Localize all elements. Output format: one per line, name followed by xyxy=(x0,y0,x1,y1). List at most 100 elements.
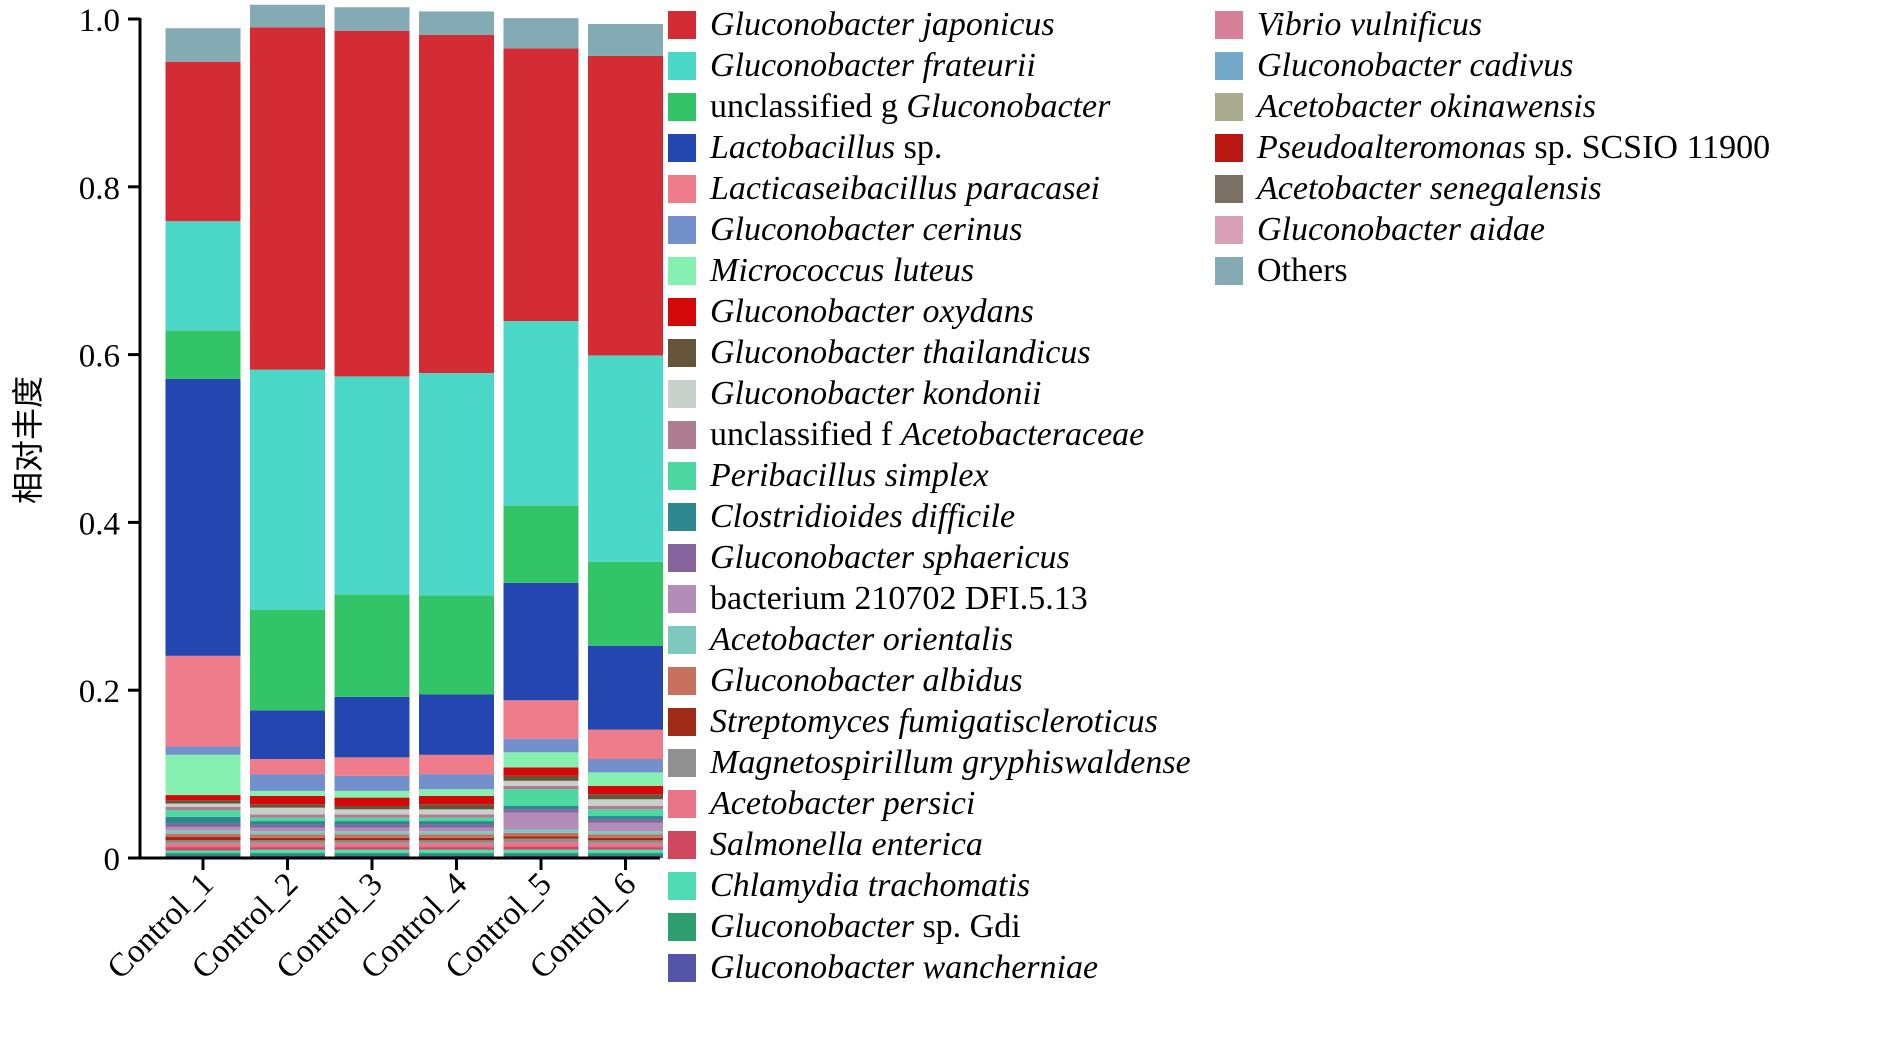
bar-segment-control-1-gluconobacter-frateurii xyxy=(165,221,241,331)
bar-segment-control-3-micrococcus-luteus xyxy=(334,790,410,798)
legend-swatch-unclassified-g-gluconobacter xyxy=(668,92,696,121)
bar-segment-control-3-acetobacter-persici xyxy=(334,843,410,848)
bar-segment-control-5-gluconobacter-thailandicus xyxy=(503,775,579,781)
legend-label-vibrio-vulnificus: Vibrio vulnificus xyxy=(1257,5,1483,43)
bar-segment-control-4-others xyxy=(419,11,494,35)
bar-segment-control-2-gluconobacter-frateurii xyxy=(250,369,325,610)
legend-label-unclassified-g-gluconobacter: unclassified g Gluconobacter xyxy=(710,87,1111,125)
bar-segment-control-2-streptomyces-fumigatiscleroticus xyxy=(250,837,325,841)
bar-segment-control-1-lacticaseibacillus-paracasei xyxy=(165,655,241,747)
bar-segment-control-1-unclassified-f-acetobacteraceae xyxy=(165,806,241,811)
bar-segment-control-3-gluconobacter-thailandicus xyxy=(334,805,410,810)
bar-segment-control-5-unclassified-f-acetobacteraceae xyxy=(503,785,579,790)
bar-segment-control-4-gluconobacter-kondonii xyxy=(419,809,494,815)
bar-segment-control-5-salmonella-enterica xyxy=(503,846,579,850)
legend-item-gluconobacter-cerinus: Gluconobacter cerinus xyxy=(668,209,1023,250)
bar-segment-control-4-unclassified-f-acetobacteraceae xyxy=(419,814,494,818)
bar-segment-control-5-chlamydia-trachomatis xyxy=(503,849,579,853)
bar-segment-control-2-gluconobacter-albidus xyxy=(250,834,325,838)
bar-segment-control-5-clostridioides-difficile xyxy=(503,805,579,810)
bar-segment-control-6-gluconobacter-oxydans xyxy=(588,785,663,795)
legend-swatch-chlamydia-trachomatis xyxy=(668,871,696,900)
bar-segment-control-5-gluconobacter-sphaericus xyxy=(503,809,579,813)
legend-label-others: Others xyxy=(1257,251,1348,289)
bar-segment-control-4-streptomyces-fumigatiscleroticus xyxy=(419,837,494,841)
legend-item-pseudoalteromonas-sp-scsio-11900: Pseudoalteromonas sp. SCSIO 11900 xyxy=(1215,127,1770,168)
legend-label-salmonella-enterica: Salmonella enterica xyxy=(710,825,983,863)
bar-segment-control-4-gluconobacter-cerinus xyxy=(419,774,494,790)
legend-swatch-lacticaseibacillus-paracasei xyxy=(668,174,696,203)
bar-segment-control-4-lacticaseibacillus-paracasei xyxy=(419,754,494,775)
bar-segment-control-6-gluconobacter-albidus xyxy=(588,834,663,838)
legend-swatch-pseudoalteromonas-sp-scsio-11900 xyxy=(1215,133,1243,162)
bar-segment-control-1-acetobacter-persici xyxy=(165,843,241,848)
legend-label-micrococcus-luteus: Micrococcus luteus xyxy=(710,251,975,289)
y-tick-label-0-8: 0.8 xyxy=(79,171,120,207)
bar-segment-control-6-others xyxy=(588,24,663,56)
bar-segment-control-4-acetobacter-orientalis xyxy=(419,831,494,835)
bar-segment-control-2-gluconobacter-sphaericus xyxy=(250,824,325,828)
legend-item-peribacillus-simplex: Peribacillus simplex xyxy=(668,455,989,496)
bar-segment-control-6-salmonella-enterica xyxy=(588,847,663,850)
bar-segment-control-2-chlamydia-trachomatis xyxy=(250,849,325,853)
bar-segment-control-6-micrococcus-luteus xyxy=(588,772,663,786)
bar-segment-control-4-bacterium-210702-dfi-5-13 xyxy=(419,827,494,832)
legend-label-acetobacter-persici: Acetobacter persici xyxy=(710,784,976,822)
legend-label-gluconobacter-albidus: Gluconobacter albidus xyxy=(710,661,1023,699)
bar-segment-control-1-gluconobacter-albidus xyxy=(165,833,241,838)
legend-label-gluconobacter-aidae: Gluconobacter aidae xyxy=(1257,210,1545,248)
legend-item-gluconobacter-kondonii: Gluconobacter kondonii xyxy=(668,373,1041,414)
bar-segment-control-6-clostridioides-difficile xyxy=(588,816,663,820)
bar-segment-control-6-gluconobacter-japonicus xyxy=(588,55,663,356)
legend-label-gluconobacter-sp-gdi: Gluconobacter sp. Gdi xyxy=(710,907,1021,945)
legend-swatch-others xyxy=(1215,256,1243,285)
bar-segment-control-3-gluconobacter-kondonii xyxy=(334,809,410,815)
legend-label-gluconobacter-cerinus: Gluconobacter cerinus xyxy=(710,210,1023,248)
legend-item-gluconobacter-wancherniae: Gluconobacter wancherniae xyxy=(668,947,1098,988)
bar-segment-control-3-gluconobacter-sphaericus xyxy=(334,824,410,828)
bar-segment-control-5-peribacillus-simplex xyxy=(503,789,579,806)
legend-item-gluconobacter-sphaericus: Gluconobacter sphaericus xyxy=(668,537,1070,578)
legend-swatch-gluconobacter-wancherniae xyxy=(668,953,696,982)
bar-segment-control-1-gluconobacter-sp-gdi xyxy=(165,852,241,856)
legend-swatch-acetobacter-persici xyxy=(668,789,696,818)
bars-group xyxy=(165,4,663,858)
legend-item-acetobacter-persici: Acetobacter persici xyxy=(668,783,975,824)
bar-segment-control-4-gluconobacter-sp-gdi xyxy=(419,852,494,856)
legend-item-gluconobacter-frateurii: Gluconobacter frateurii xyxy=(668,45,1036,86)
legend-item-gluconobacter-sp-gdi: Gluconobacter sp. Gdi xyxy=(668,906,1021,947)
legend-item-unclassified-f-acetobacteraceae: unclassified f Acetobacteraceae xyxy=(668,414,1144,455)
bar-segment-control-4-gluconobacter-oxydans xyxy=(419,795,494,805)
legend-label-magnetospirillum-gryphiswaldense: Magnetospirillum gryphiswaldense xyxy=(710,743,1191,781)
bar-segment-control-1-gluconobacter-oxydans xyxy=(165,795,241,801)
bar-segment-control-2-others xyxy=(250,4,325,28)
bar-segment-control-6-gluconobacter-kondonii xyxy=(588,799,663,806)
legend-swatch-gluconobacter-thailandicus xyxy=(668,338,696,367)
legend-label-gluconobacter-thailandicus: Gluconobacter thailandicus xyxy=(710,333,1091,371)
bar-segment-control-5-gluconobacter-albidus xyxy=(503,832,579,837)
bar-segment-control-5-streptomyces-fumigatiscleroticus xyxy=(503,836,579,839)
bar-segment-control-4-gluconobacter-sphaericus xyxy=(419,824,494,828)
legend-item-magnetospirillum-gryphiswaldense: Magnetospirillum gryphiswaldense xyxy=(668,742,1191,783)
bar-segment-control-5-lacticaseibacillus-paracasei xyxy=(503,700,579,739)
bar-segment-control-3-gluconobacter-sp-gdi xyxy=(334,852,410,856)
bar-segment-control-2-peribacillus-simplex xyxy=(250,817,325,822)
bar-segment-control-3-bacterium-210702-dfi-5-13 xyxy=(334,827,410,832)
bar-segment-control-4-magnetospirillum-gryphiswaldense xyxy=(419,840,494,844)
bar-segment-control-3-clostridioides-difficile xyxy=(334,821,410,825)
bar-segment-control-1-gluconobacter-sphaericus xyxy=(165,823,241,827)
bar-segment-control-5-gluconobacter-oxydans xyxy=(503,767,579,776)
legend-item-chlamydia-trachomatis: Chlamydia trachomatis xyxy=(668,865,1030,906)
y-axis-label: 相对丰度 xyxy=(9,376,47,504)
bar-segment-control-5-gluconobacter-kondonii xyxy=(503,780,579,786)
bar-segment-control-5-acetobacter-persici xyxy=(503,842,579,847)
legend-label-peribacillus-simplex: Peribacillus simplex xyxy=(710,456,989,494)
bar-segment-control-1-acetobacter-orientalis xyxy=(165,830,241,834)
y-tick-label-0-6: 0.6 xyxy=(79,339,120,375)
y-tick-label-0: 0 xyxy=(104,842,121,878)
bar-segment-control-2-acetobacter-orientalis xyxy=(250,831,325,835)
legend-item-streptomyces-fumigatiscleroticus: Streptomyces fumigatiscleroticus xyxy=(668,701,1158,742)
legend-label-gluconobacter-wancherniae: Gluconobacter wancherniae xyxy=(710,948,1099,986)
legend-swatch-gluconobacter-sp-gdi xyxy=(668,912,696,941)
bar-segment-control-1-gluconobacter-japonicus xyxy=(165,61,241,222)
